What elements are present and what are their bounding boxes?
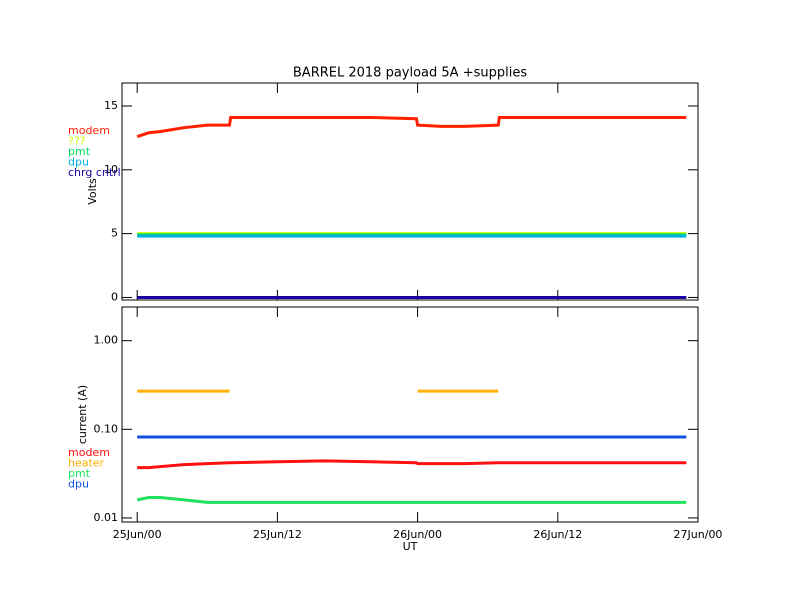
legend-label: pmt (68, 145, 91, 158)
x-axis-label: UT (403, 540, 418, 553)
y-axis-label: current (A) (76, 385, 89, 444)
x-tick-label: 26Jun/00 (393, 528, 442, 541)
legend-label: modem (68, 124, 110, 137)
series-line (136, 496, 687, 504)
x-tick-label: 27Jun/00 (674, 528, 723, 541)
x-tick-label: 25Jun/00 (113, 528, 162, 541)
plot-frame (121, 82, 699, 301)
legend-label: dpu (68, 156, 89, 169)
y-tick-label: 0.01 (94, 511, 119, 524)
x-tick-label: 25Jun/12 (253, 528, 302, 541)
chart-title: BARREL 2018 payload 5A +supplies (293, 66, 527, 81)
legend-label: ??? (68, 135, 86, 148)
y-tick-label: 0 (111, 290, 118, 303)
series-line (137, 459, 687, 470)
legend-label: heater (68, 457, 105, 470)
y-tick-label: 1.00 (94, 334, 119, 347)
y-tick-label: 15 (104, 99, 118, 112)
y-axis-label: Volts (86, 178, 99, 205)
y-tick-label: 5 (111, 227, 118, 240)
legend-label: modem (68, 446, 110, 459)
legend-label: pmt (68, 467, 91, 480)
y-tick-label: 10 (104, 163, 118, 176)
legend-label: chrg cntrl (68, 166, 121, 179)
x-tick-label: 26Jun/12 (533, 528, 582, 541)
series-line (136, 115, 687, 139)
y-tick-label: 0.10 (94, 422, 119, 435)
plot-frame (121, 306, 699, 523)
legend-label: dpu (68, 478, 89, 491)
